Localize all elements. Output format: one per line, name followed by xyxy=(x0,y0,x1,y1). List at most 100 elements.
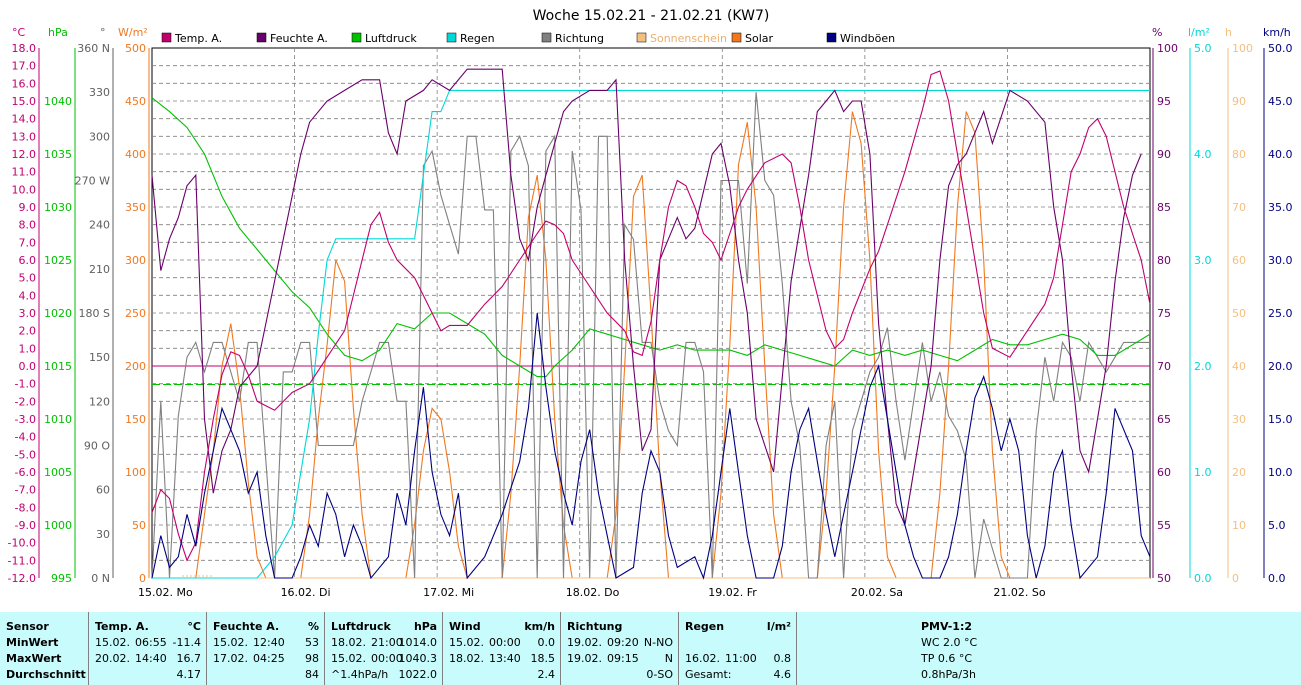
legend-label: Sonnenschein xyxy=(650,32,727,45)
temp-avg-value: 4.17 xyxy=(176,668,202,681)
x-tick-label: 20.02. Sa xyxy=(851,586,903,599)
legend-label: Luftdruck xyxy=(365,32,417,45)
wind-tick-label: 15.0 xyxy=(1268,413,1293,426)
pressure-tick-label: 1025 xyxy=(44,254,72,267)
rain-max-value: 0.8 xyxy=(773,652,792,665)
hum-max-value: 98 xyxy=(305,652,319,665)
legend-swatch xyxy=(446,32,457,43)
direction-tick-label: 210 xyxy=(89,263,110,276)
stats-wind: Wind km/h 15.02. 00:00 0.0 18.02. 13:40 … xyxy=(442,612,561,685)
sunshine-tick-label: 100 xyxy=(1232,42,1253,55)
x-tick-label: 17.02. Mi xyxy=(423,586,474,599)
temp-tick-label: 14.0 xyxy=(12,113,37,126)
solar-tick-label: 200 xyxy=(125,360,146,373)
legend-swatch xyxy=(351,32,362,43)
sunshine-tick-label: 90 xyxy=(1232,95,1246,108)
direction-tick-label: 90 O xyxy=(84,440,110,453)
temp-tick-label: -1.0 xyxy=(15,378,36,391)
pressure-tick-label: 1015 xyxy=(44,360,72,373)
hum-min-date: 15.02. xyxy=(213,636,248,649)
temp-tick-label: -7.0 xyxy=(15,484,36,497)
stats-pmv: PMV-1:2 WC 2.0 °C TP 0.6 °C 0.8hPa/3h xyxy=(796,612,1301,685)
wind-tick-label: 45.0 xyxy=(1268,95,1293,108)
press-min-date: 18.02. xyxy=(331,636,366,649)
sunshine-tick-label: 40 xyxy=(1232,360,1246,373)
wind-min-value: 0.0 xyxy=(537,636,556,649)
legend-label: Temp. A. xyxy=(174,32,222,45)
humidity-tick-label: 100 xyxy=(1157,42,1178,55)
temp-tick-label: 12.0 xyxy=(12,148,37,161)
temp-tick-label: 7.0 xyxy=(19,236,37,249)
temp-tick-label: 15.0 xyxy=(12,95,37,108)
dir-max-time: 09:15 xyxy=(607,652,639,665)
legend: Temp. A. Feuchte A. Luftdruck Regen Richtung… xyxy=(161,32,895,45)
x-tick-label: 16.02. Di xyxy=(281,586,331,599)
pmv-pressure-trend: 0.8hPa/3h xyxy=(921,668,977,681)
axes: 15.02. Mo 16.02. Di 17.02. Mi 18.02. Do 19.0… xyxy=(8,26,1293,599)
humidity-tick-label: 90 xyxy=(1157,148,1171,161)
temp-tick-label: 13.0 xyxy=(12,130,37,143)
sunshine-tick-label: 50 xyxy=(1232,307,1246,320)
sunshine-tick-label: 70 xyxy=(1232,201,1246,214)
avg-label: Durchschnitt xyxy=(6,668,86,681)
sensor-header: Sensor xyxy=(6,620,49,633)
dir-max-value: N xyxy=(664,652,673,665)
legend-label: Solar xyxy=(745,32,774,45)
sunshine-tick-label: 30 xyxy=(1232,413,1246,426)
pressure-tick-label: 1000 xyxy=(44,519,72,532)
temp-tick-label: 16.0 xyxy=(12,77,37,90)
legend-label: Windböen xyxy=(840,32,895,45)
rain-max-date: 16.02. xyxy=(685,652,720,665)
direction-tick-label: 60 xyxy=(96,484,110,497)
temp-tick-label: 18.0 xyxy=(12,42,37,55)
solar-tick-label: 0 xyxy=(139,572,146,585)
stats-sensor: Sensor MinWert MaxWert Durchschnitt xyxy=(0,612,88,685)
sunshine-axis-unit: h xyxy=(1225,26,1232,39)
temp-tick-label: 2.0 xyxy=(19,325,37,338)
legend-swatch xyxy=(161,32,172,43)
temp-tick-label: 6.0 xyxy=(19,254,37,267)
stats-temp: Temp. A. °C 15.02. 06:55 -11.4 20.02. 14… xyxy=(88,612,207,685)
pmv-dewpoint: TP 0.6 °C xyxy=(921,652,973,665)
max-label: MaxWert xyxy=(6,652,62,665)
pressure-tick-label: 1010 xyxy=(44,413,72,426)
rain-unit: l/m² xyxy=(766,620,791,633)
direction-tick-label: 270 W xyxy=(75,175,110,188)
humidity-tick-label: 60 xyxy=(1157,466,1171,479)
pressure-axis-unit: hPa xyxy=(48,26,68,39)
hum-max-time: 04:25 xyxy=(253,652,285,665)
wind-min-time: 00:00 xyxy=(489,636,521,649)
solar-tick-label: 450 xyxy=(125,95,146,108)
press-avg-value: 1022.0 xyxy=(398,668,438,681)
stats-humidity: Feuchte A. % 15.02. 12:40 53 17.02. 04:2… xyxy=(206,612,325,685)
temp-tick-label: 1.0 xyxy=(19,342,37,355)
pressure-tick-label: 1030 xyxy=(44,201,72,214)
humidity-tick-label: 65 xyxy=(1157,413,1171,426)
wind-tick-label: 0.0 xyxy=(1268,572,1286,585)
stats-rain: Regen l/m² 16.02. 11:00 0.8 Gesamt: 4.6 xyxy=(678,612,797,685)
pressure-tick-label: 1035 xyxy=(44,148,72,161)
temp-tick-label: 5.0 xyxy=(19,272,37,285)
wind-unit: km/h xyxy=(524,620,555,633)
press-unit: hPa xyxy=(413,620,437,633)
humidity-tick-label: 75 xyxy=(1157,307,1171,320)
rain-tick-label: 4.0 xyxy=(1194,148,1212,161)
legend-label: Regen xyxy=(460,32,495,45)
temp-axis-unit: °C xyxy=(12,26,26,39)
rain-max-time: 11:00 xyxy=(725,652,757,665)
wind-tick-label: 50.0 xyxy=(1268,42,1293,55)
hum-unit: % xyxy=(307,620,319,633)
sunshine-tick-label: 60 xyxy=(1232,254,1246,267)
stats-pressure: Luftdruck hPa 18.02. 21:00 1014.0 15.02.… xyxy=(324,612,443,685)
solar-tick-label: 150 xyxy=(125,413,146,426)
humidity-tick-label: 50 xyxy=(1157,572,1171,585)
press-min-time: 21:00 xyxy=(371,636,403,649)
temp-tick-label: -6.0 xyxy=(15,466,36,479)
hum-avg-value: 84 xyxy=(305,668,319,681)
rain-total-value: 4.6 xyxy=(773,668,792,681)
rain-tick-label: 0.0 xyxy=(1194,572,1212,585)
x-tick-label: 19.02. Fr xyxy=(708,586,757,599)
legend-swatch xyxy=(826,32,837,43)
press-trend: ^1.4hPa/h xyxy=(331,668,389,681)
solar-tick-label: 350 xyxy=(125,201,146,214)
